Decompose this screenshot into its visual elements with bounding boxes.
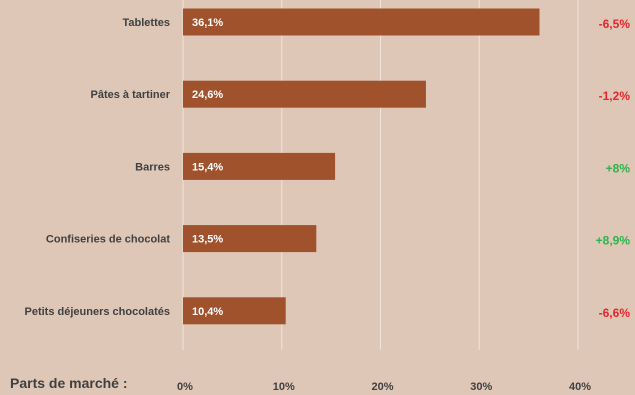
x-axis-title: Parts de marché : <box>10 375 128 391</box>
category-label-4: Petits déjeuners chocolatés <box>25 306 171 318</box>
value-label-4: 10,4% <box>192 306 223 318</box>
change-label-0: -6,5% <box>599 17 631 31</box>
category-label-3: Confiseries de chocolat <box>46 234 170 246</box>
bar-4 <box>183 297 286 325</box>
value-label-3: 13,5% <box>192 234 223 246</box>
category-label-1: Pâtes à tartiner <box>91 89 171 101</box>
change-label-3: +8,9% <box>596 234 631 248</box>
category-label-2: Barres <box>135 161 170 173</box>
x-tick-3: 30% <box>470 381 492 393</box>
x-tick-labels: 0% 10% 20% 30% 40% <box>177 381 591 393</box>
value-label-2: 15,4% <box>192 161 223 173</box>
change-label-2: +8% <box>606 161 631 175</box>
change-label-4: -6,6% <box>599 306 631 320</box>
value-label-1: 24,6% <box>192 89 223 101</box>
x-tick-0: 0% <box>177 381 193 393</box>
category-labels: Tablettes Pâtes à tartiner Barres Confiseri… <box>25 17 171 318</box>
bar-2 <box>183 152 336 180</box>
bar-1 <box>183 80 426 108</box>
change-annotations: -6,5% -1,2% +8% +8,9% -6,6% <box>596 17 631 320</box>
grid-lines <box>182 0 579 350</box>
value-labels: 36,1% 24,6% 15,4% 13,5% 10,4% <box>192 17 223 318</box>
change-label-1: -1,2% <box>599 89 631 103</box>
x-tick-4: 40% <box>569 381 591 393</box>
x-tick-1: 10% <box>273 381 295 393</box>
category-label-0: Tablettes <box>123 17 170 29</box>
value-label-0: 36,1% <box>192 17 223 29</box>
x-tick-2: 20% <box>371 381 393 393</box>
bar-0 <box>183 8 540 36</box>
bar-3 <box>183 225 317 253</box>
bars <box>183 8 540 325</box>
